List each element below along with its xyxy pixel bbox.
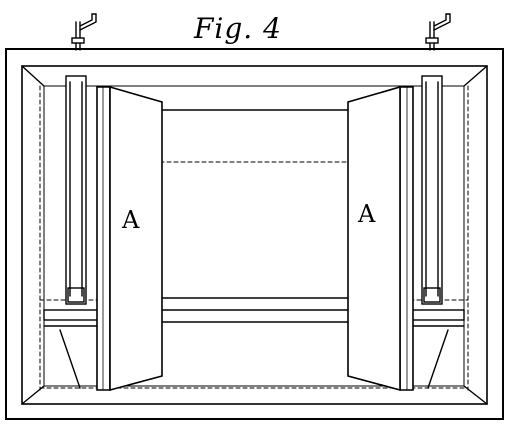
left-door-label: A [121, 206, 140, 234]
right-crank-icon [425, 13, 451, 51]
right-roller [421, 75, 443, 305]
back-opening [159, 109, 351, 323]
right-door-label: A [357, 200, 376, 228]
figure-title: Fig. 4 [194, 12, 282, 45]
left-crank-icon [71, 13, 97, 51]
right-door [347, 85, 414, 392]
left-roller [65, 75, 87, 305]
left-door [96, 85, 163, 392]
